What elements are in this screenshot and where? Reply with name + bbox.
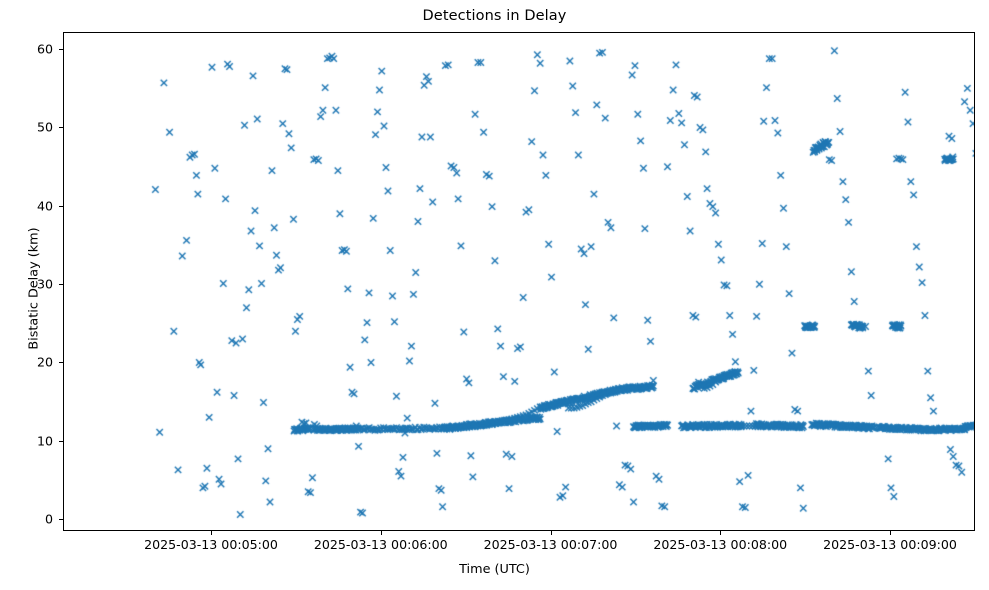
plot-area (63, 32, 975, 531)
x-tick-mark (720, 531, 722, 535)
x-axis-label: Time (UTC) (459, 562, 530, 577)
y-tick-mark (59, 205, 63, 207)
chart-title: Detections in Delay (422, 8, 567, 24)
y-tick-mark (59, 284, 63, 285)
y-tick-mark (59, 440, 63, 442)
x-tick-mark (550, 531, 552, 535)
y-tick-mark (59, 362, 63, 364)
x-tick-label: 2025-03-13 00:07:00 (483, 537, 618, 552)
x-tick-mark (211, 531, 212, 535)
x-tick-mark (890, 531, 891, 535)
y-tick-label: 30 (36, 276, 53, 292)
y-tick-label: 10 (36, 433, 53, 449)
x-tick-label: 2025-03-13 00:09:00 (823, 537, 957, 552)
y-tick-mark (59, 127, 63, 129)
x-tick-label: 2025-03-13 00:08:00 (653, 537, 788, 552)
y-tick-mark (59, 519, 63, 520)
scatter-points-canvas (64, 33, 974, 530)
y-tick-label: 50 (36, 119, 53, 135)
x-tick-label: 2025-03-13 00:05:00 (144, 537, 278, 552)
x-tick-mark (380, 531, 382, 535)
y-tick-mark (59, 49, 63, 50)
y-tick-label: 0 (44, 511, 53, 527)
y-tick-label: 20 (36, 354, 53, 370)
y-tick-label: 40 (36, 198, 53, 214)
y-tick-label: 60 (36, 41, 53, 57)
x-tick-label: 2025-03-13 00:06:00 (313, 537, 448, 552)
